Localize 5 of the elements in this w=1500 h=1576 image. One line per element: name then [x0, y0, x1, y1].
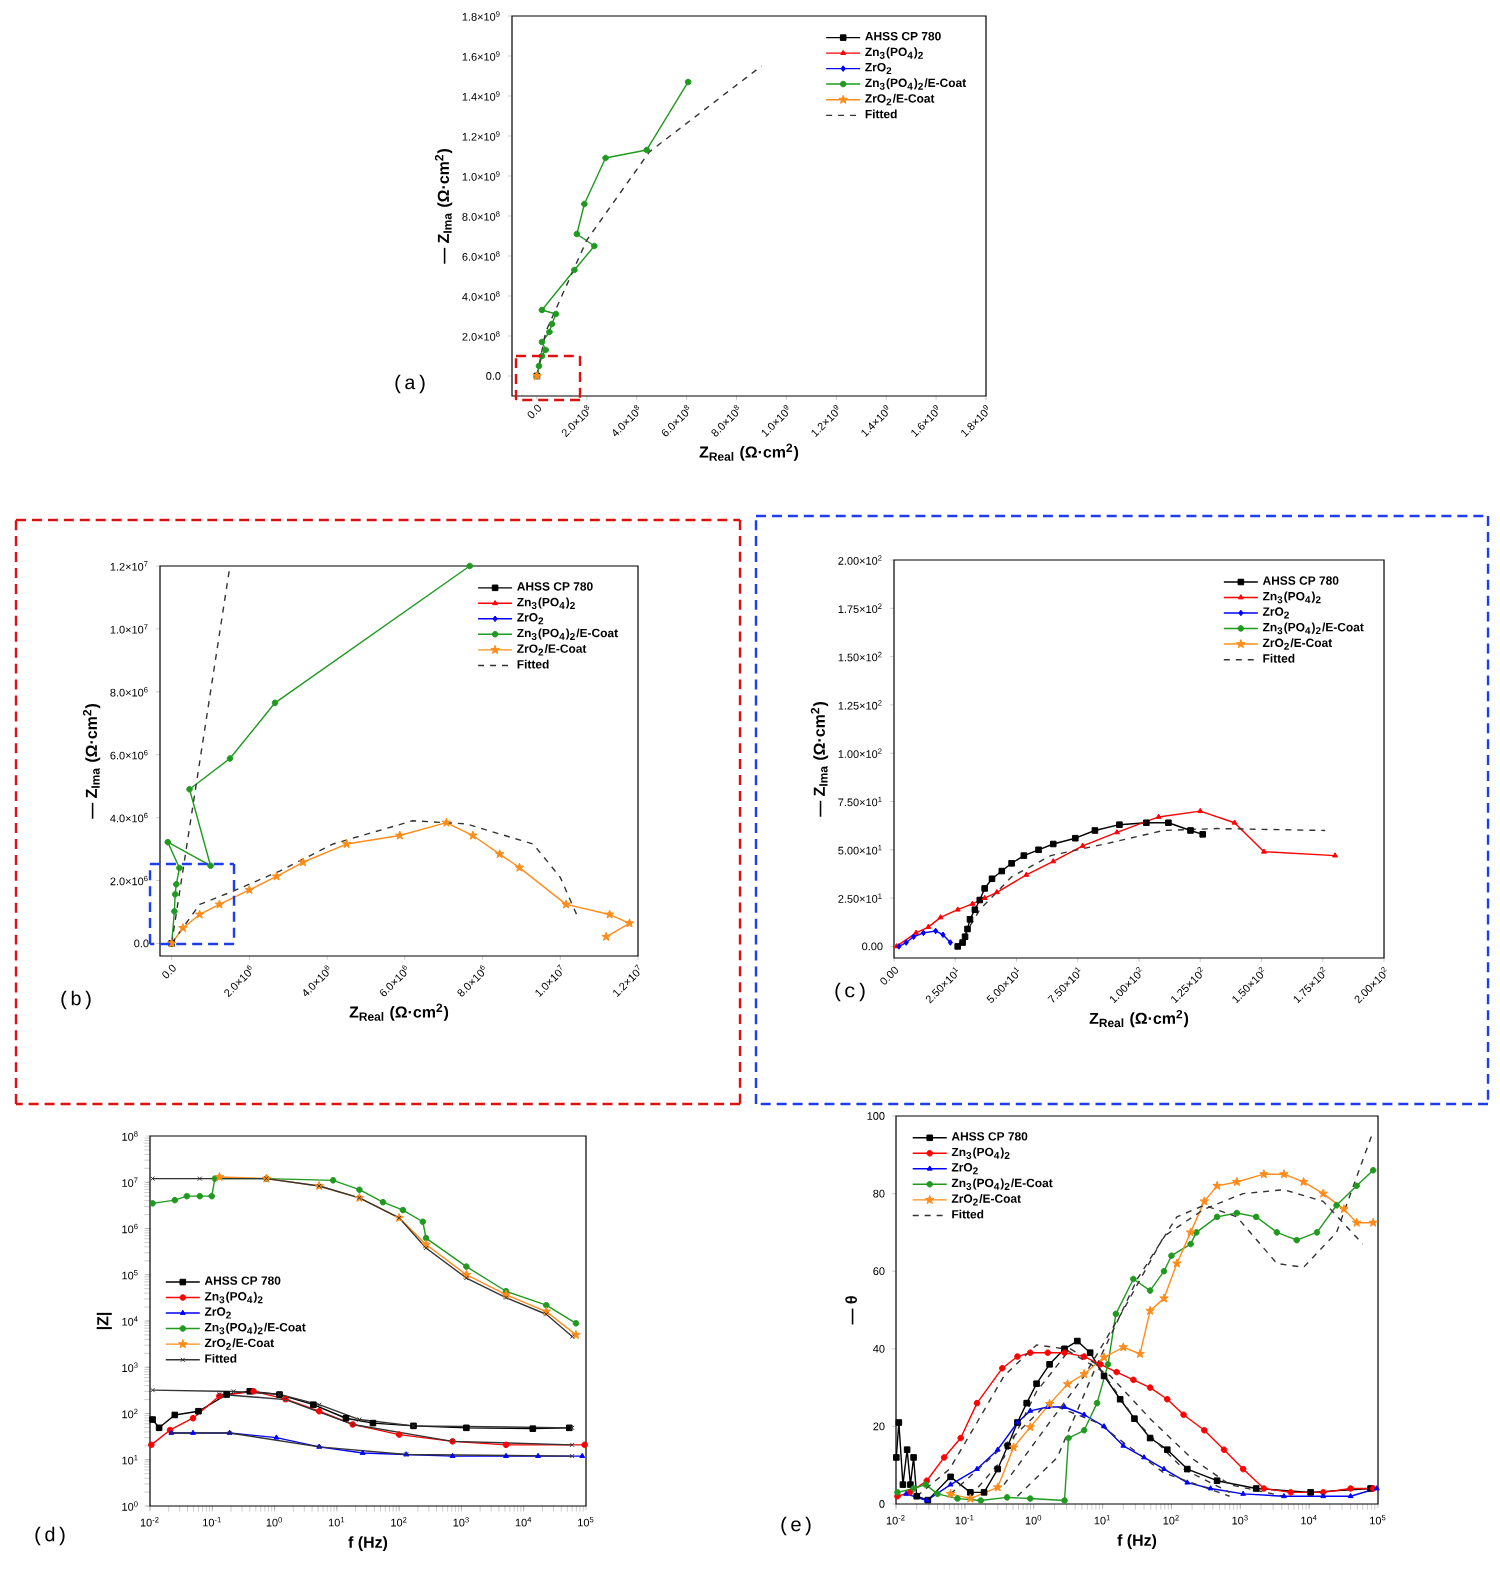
text: (c) [835, 982, 865, 1002]
text: (a) [395, 374, 425, 394]
text: (d) [35, 1526, 65, 1546]
text: (b) [61, 990, 91, 1010]
text: (e) [781, 1516, 811, 1536]
